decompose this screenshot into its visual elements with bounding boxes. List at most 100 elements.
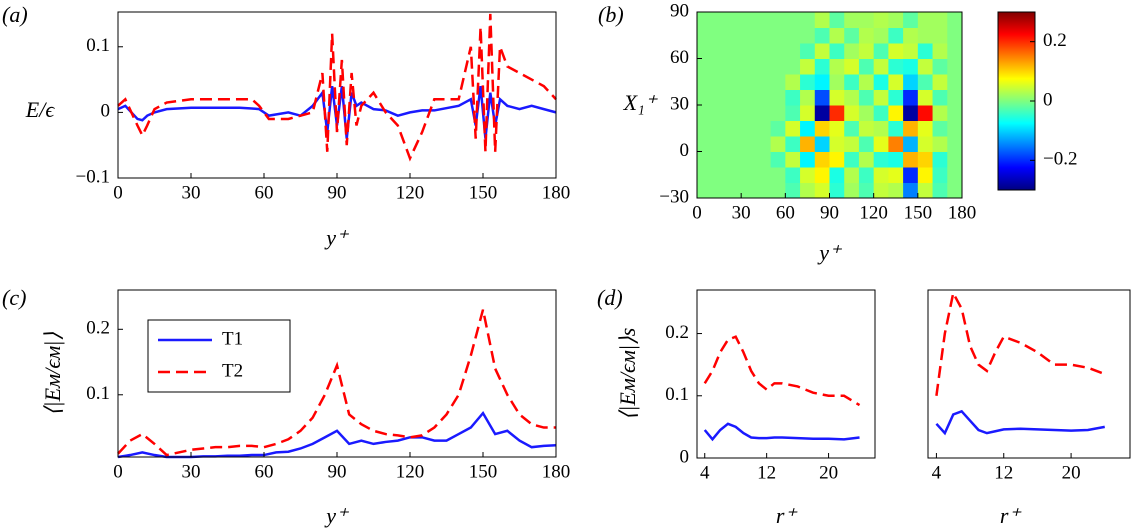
heat-cell <box>800 89 816 106</box>
heat-cell <box>873 27 889 44</box>
x-tick-label: 180 <box>542 182 571 203</box>
heat-cell <box>741 27 757 44</box>
heat-cell <box>785 151 801 168</box>
series-line <box>703 422 860 442</box>
heat-cell <box>858 136 875 152</box>
y-axis-label: E/ϵ <box>25 97 56 122</box>
heat-cell <box>873 151 889 168</box>
heat-cell <box>873 74 889 90</box>
x-tick-label: 4 <box>932 462 942 483</box>
series-line <box>935 409 1105 436</box>
heat-cell <box>711 151 727 168</box>
heat-cell <box>903 43 919 59</box>
x-axis-label: y⁺ <box>324 225 350 250</box>
x-tick-label: 180 <box>542 461 571 482</box>
heat-cell <box>888 105 904 121</box>
x-axis-label: r⁺ <box>776 503 799 528</box>
heat-cell <box>711 12 727 28</box>
heat-cell <box>741 12 757 28</box>
heat-cell <box>917 151 934 168</box>
y-tick-label: 0 <box>680 446 690 467</box>
heat-cell <box>829 58 845 75</box>
heat-cell <box>800 43 816 59</box>
heat-cell <box>741 151 757 168</box>
colorbar-tick-label: 0 <box>1043 89 1053 110</box>
y-tick-label: −30 <box>659 186 689 207</box>
heat-cell <box>770 12 786 28</box>
heat-cell <box>755 182 772 199</box>
x-tick-label: 12 <box>994 462 1013 483</box>
heat-cell <box>903 120 919 137</box>
heat-cell <box>755 12 772 28</box>
heat-cell <box>947 89 963 106</box>
heat-cell <box>785 120 801 137</box>
heat-cell <box>726 12 742 28</box>
heat-cell <box>917 167 934 183</box>
heat-cell <box>755 120 772 137</box>
heat-cell <box>844 74 860 90</box>
heat-cell <box>814 27 830 44</box>
x-tick-label: 60 <box>776 202 795 223</box>
heat-cell <box>903 167 919 183</box>
series-line <box>703 335 861 407</box>
heat-cell <box>947 27 963 44</box>
heat-cell <box>741 105 757 121</box>
heat-cell <box>726 74 742 90</box>
heat-cell <box>726 136 742 152</box>
heat-cell <box>814 120 830 137</box>
heat-cell <box>697 182 713 199</box>
heat-cell <box>858 182 875 199</box>
y-tick-label: −0.1 <box>76 166 110 187</box>
axes-frame <box>696 289 876 459</box>
heat-cell <box>829 89 845 106</box>
x-tick-label: 180 <box>948 202 977 223</box>
heat-cell <box>829 74 845 90</box>
heat-cell <box>858 151 875 168</box>
heat-cell <box>829 151 845 168</box>
heat-cell <box>858 58 875 75</box>
heat-cell <box>903 151 919 168</box>
heat-cell <box>858 12 875 28</box>
heat-cell <box>800 136 816 152</box>
heat-cell <box>785 27 801 44</box>
heat-cell <box>903 182 919 199</box>
heat-cell <box>741 167 757 183</box>
heat-cell <box>726 27 742 44</box>
y-tick-label: 90 <box>670 0 689 21</box>
heat-cell <box>858 27 875 44</box>
heat-cell <box>726 151 742 168</box>
heat-cell <box>741 182 757 199</box>
x-axis-label: y⁺ <box>817 240 843 265</box>
heat-cell <box>829 12 845 28</box>
heat-cell <box>711 58 727 75</box>
heat-cell <box>888 27 904 44</box>
heat-cell <box>697 105 713 121</box>
colorbar <box>997 11 1036 191</box>
x-tick-label: 30 <box>182 182 201 203</box>
heat-cell <box>814 89 830 106</box>
heat-cell <box>873 120 889 137</box>
heat-cell <box>755 58 772 75</box>
heat-cell <box>917 105 934 121</box>
heat-cell <box>770 182 786 199</box>
heat-cell <box>741 136 757 152</box>
series-line <box>935 289 1106 396</box>
heat-cell <box>873 105 889 121</box>
heat-cell <box>917 27 934 44</box>
heat-cell <box>903 136 919 152</box>
heat-cell <box>932 167 948 183</box>
heat-cell <box>932 58 948 75</box>
heat-cell <box>785 12 801 28</box>
heat-cell <box>903 12 919 28</box>
heat-cell <box>814 105 830 121</box>
heat-cell <box>947 74 963 90</box>
x-tick-label: 90 <box>820 202 839 223</box>
heat-cell <box>814 12 830 28</box>
legend-label: T2 <box>222 360 243 381</box>
y-tick-label: 0 <box>680 140 690 161</box>
heat-cell <box>947 120 963 137</box>
heat-cell <box>785 74 801 90</box>
heat-cell <box>800 74 816 90</box>
heat-cell <box>755 27 772 44</box>
heat-cell <box>947 43 963 59</box>
